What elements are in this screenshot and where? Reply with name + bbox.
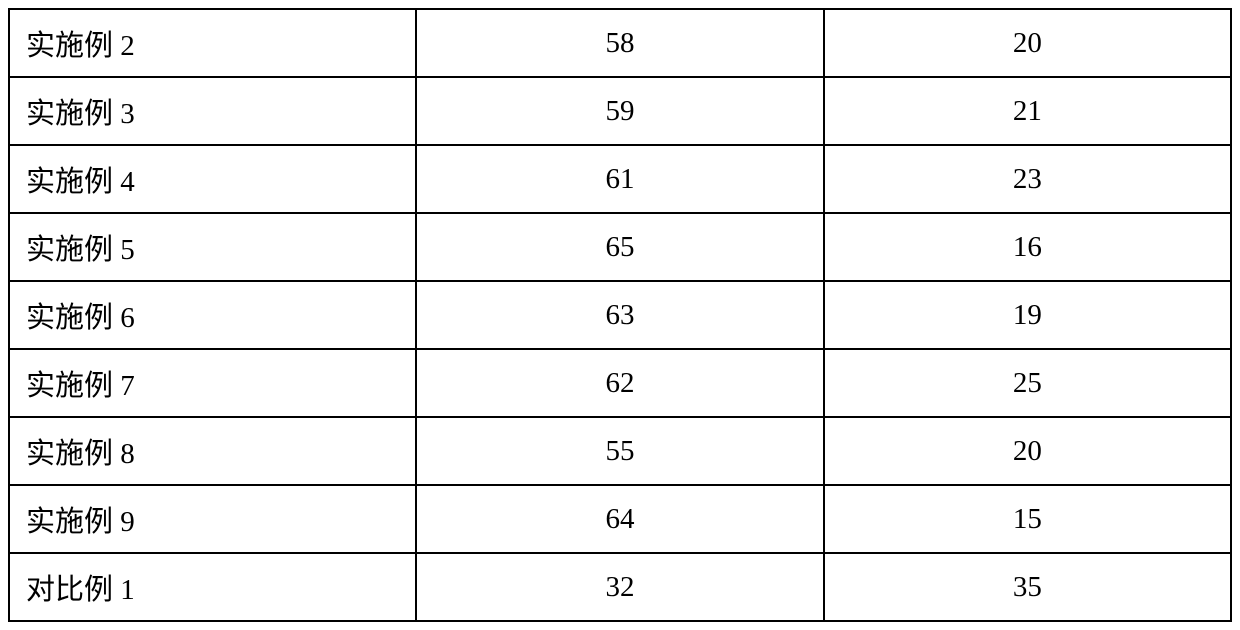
row-value-1: 59 [416, 77, 823, 145]
row-label: 实施例 9 [9, 485, 416, 553]
row-value-2: 21 [824, 77, 1231, 145]
table-row: 实施例 9 64 15 [9, 485, 1231, 553]
row-value-2: 20 [824, 417, 1231, 485]
row-value-2: 15 [824, 485, 1231, 553]
row-value-2: 35 [824, 553, 1231, 621]
row-label: 实施例 3 [9, 77, 416, 145]
row-label: 实施例 5 [9, 213, 416, 281]
table-row: 实施例 2 58 20 [9, 9, 1231, 77]
row-label: 实施例 4 [9, 145, 416, 213]
row-label: 实施例 2 [9, 9, 416, 77]
table-body: 实施例 2 58 20 实施例 3 59 21 实施例 4 61 23 实施例 … [9, 9, 1231, 621]
row-value-2: 16 [824, 213, 1231, 281]
row-value-2: 20 [824, 9, 1231, 77]
row-label: 实施例 7 [9, 349, 416, 417]
row-label: 实施例 8 [9, 417, 416, 485]
row-value-1: 32 [416, 553, 823, 621]
table-row: 实施例 5 65 16 [9, 213, 1231, 281]
row-label: 实施例 6 [9, 281, 416, 349]
table-row: 实施例 7 62 25 [9, 349, 1231, 417]
row-value-1: 64 [416, 485, 823, 553]
table-row: 实施例 3 59 21 [9, 77, 1231, 145]
data-table: 实施例 2 58 20 实施例 3 59 21 实施例 4 61 23 实施例 … [8, 8, 1232, 622]
table-row: 实施例 8 55 20 [9, 417, 1231, 485]
row-value-2: 23 [824, 145, 1231, 213]
table-row: 对比例 1 32 35 [9, 553, 1231, 621]
row-value-2: 25 [824, 349, 1231, 417]
row-label: 对比例 1 [9, 553, 416, 621]
table-row: 实施例 4 61 23 [9, 145, 1231, 213]
row-value-1: 63 [416, 281, 823, 349]
row-value-1: 58 [416, 9, 823, 77]
table-row: 实施例 6 63 19 [9, 281, 1231, 349]
row-value-2: 19 [824, 281, 1231, 349]
row-value-1: 62 [416, 349, 823, 417]
row-value-1: 61 [416, 145, 823, 213]
row-value-1: 55 [416, 417, 823, 485]
row-value-1: 65 [416, 213, 823, 281]
